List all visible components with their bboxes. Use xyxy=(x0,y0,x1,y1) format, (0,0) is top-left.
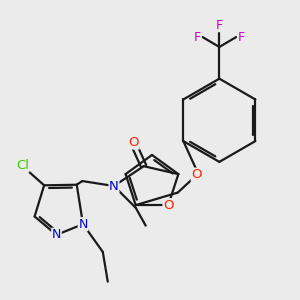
Text: N: N xyxy=(78,218,88,231)
Text: O: O xyxy=(128,136,139,149)
Text: O: O xyxy=(163,199,173,212)
Text: Cl: Cl xyxy=(16,159,29,172)
Text: N: N xyxy=(109,179,119,193)
Text: F: F xyxy=(216,19,223,32)
Text: O: O xyxy=(191,168,202,181)
Text: F: F xyxy=(238,31,245,44)
Text: F: F xyxy=(194,31,201,44)
Text: N: N xyxy=(52,228,61,242)
